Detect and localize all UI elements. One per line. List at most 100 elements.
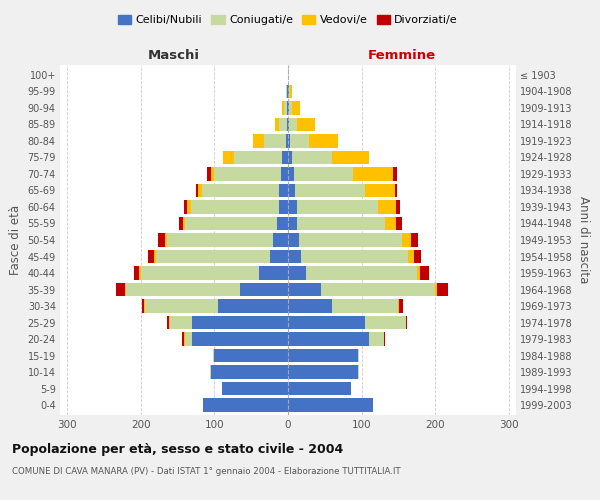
Bar — [218, 300, 288, 312]
Bar — [358, 366, 359, 378]
Bar — [294, 168, 353, 180]
Bar — [414, 250, 421, 263]
Bar — [116, 283, 125, 296]
Bar — [286, 85, 287, 98]
Text: COMUNE DI CAVA MANARA (PV) - Dati ISTAT 1° gennaio 2004 - Elaborazione TUTTITALI: COMUNE DI CAVA MANARA (PV) - Dati ISTAT … — [12, 468, 401, 476]
Bar — [365, 316, 406, 329]
Bar — [288, 398, 373, 411]
Text: Popolazione per età, sesso e stato civile - 2004: Popolazione per età, sesso e stato civil… — [12, 442, 343, 456]
Bar — [288, 85, 289, 98]
Bar — [141, 266, 259, 280]
Bar — [383, 332, 385, 345]
Bar — [184, 332, 185, 345]
Bar — [170, 316, 193, 329]
Bar — [378, 200, 396, 213]
Bar — [193, 332, 288, 345]
Text: Maschi: Maschi — [148, 48, 200, 62]
Bar — [353, 168, 393, 180]
Bar — [191, 200, 279, 213]
Bar — [286, 134, 288, 147]
Bar — [288, 217, 297, 230]
Legend: Celibi/Nubili, Coniugati/e, Vedovi/e, Divorziati/e: Celibi/Nubili, Coniugati/e, Vedovi/e, Di… — [113, 10, 463, 30]
Bar — [406, 316, 407, 329]
Bar — [284, 102, 287, 114]
Bar — [184, 200, 187, 213]
Bar — [321, 283, 435, 296]
Bar — [290, 134, 308, 147]
Bar — [299, 234, 402, 246]
Bar — [167, 234, 273, 246]
Bar — [292, 102, 300, 114]
Bar — [148, 250, 154, 263]
Bar — [307, 266, 417, 280]
Bar — [182, 332, 184, 345]
Bar — [301, 250, 408, 263]
Bar — [287, 102, 288, 114]
Bar — [288, 151, 292, 164]
Bar — [287, 85, 288, 98]
Bar — [417, 266, 421, 280]
Bar — [385, 217, 396, 230]
Bar — [264, 134, 286, 147]
Bar — [279, 184, 288, 197]
Bar — [185, 217, 277, 230]
Bar — [253, 134, 264, 147]
Bar — [126, 283, 240, 296]
Bar — [279, 118, 287, 131]
Y-axis label: Fasce di età: Fasce di età — [9, 205, 22, 275]
Bar — [288, 283, 321, 296]
Bar — [402, 234, 411, 246]
Bar — [211, 366, 288, 378]
Bar — [142, 300, 144, 312]
Bar — [202, 184, 279, 197]
Bar — [198, 184, 202, 197]
Bar — [281, 168, 288, 180]
Bar — [154, 250, 155, 263]
Bar — [279, 200, 288, 213]
Bar — [169, 316, 170, 329]
Bar — [399, 300, 403, 312]
Bar — [167, 316, 169, 329]
Bar — [288, 366, 358, 378]
Bar — [287, 118, 288, 131]
Bar — [165, 234, 167, 246]
Bar — [214, 349, 288, 362]
Bar — [185, 332, 193, 345]
Bar — [282, 151, 288, 164]
Bar — [288, 134, 290, 147]
Bar — [369, 332, 383, 345]
Bar — [288, 349, 358, 362]
Bar — [275, 118, 279, 131]
Bar — [277, 217, 288, 230]
Bar — [273, 234, 288, 246]
Text: Femmine: Femmine — [368, 48, 436, 62]
Bar — [395, 184, 397, 197]
Bar — [210, 366, 211, 378]
Bar — [155, 250, 269, 263]
Bar — [332, 151, 369, 164]
Bar — [259, 266, 288, 280]
Bar — [193, 316, 288, 329]
Bar — [214, 168, 281, 180]
Bar — [411, 234, 418, 246]
Bar — [269, 250, 288, 263]
Bar — [282, 102, 284, 114]
Bar — [203, 398, 288, 411]
Bar — [207, 168, 211, 180]
Bar — [292, 151, 332, 164]
Bar — [396, 200, 400, 213]
Bar — [235, 151, 282, 164]
Bar — [365, 184, 395, 197]
Bar — [421, 266, 429, 280]
Bar — [139, 266, 141, 280]
Bar — [289, 118, 297, 131]
Bar — [295, 184, 365, 197]
Bar — [297, 118, 315, 131]
Bar — [308, 134, 338, 147]
Bar — [179, 217, 183, 230]
Bar — [288, 300, 332, 312]
Bar — [288, 266, 307, 280]
Bar — [289, 102, 292, 114]
Bar — [288, 102, 289, 114]
Bar — [288, 332, 369, 345]
